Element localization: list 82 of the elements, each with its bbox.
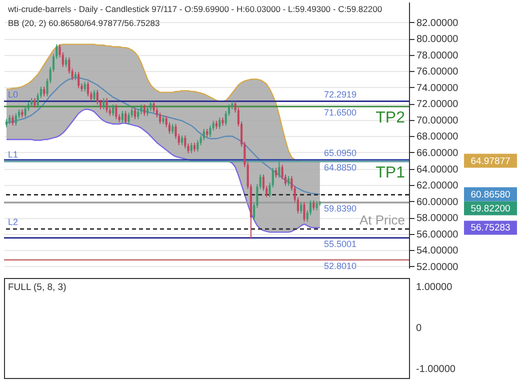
line-series (6, 44, 302, 162)
y-tick-label: 68.00000 (416, 132, 459, 143)
y-tick-label: 54.00000 (416, 246, 459, 257)
candlestick (196, 140, 199, 152)
candlestick (137, 108, 140, 120)
text: 56.75283 (470, 222, 510, 234)
y-tick-label: 52.00000 (416, 262, 459, 273)
y-tick-label: 64.00000 (416, 164, 459, 176)
candlestick (184, 134, 186, 149)
candlestick (180, 134, 184, 146)
candlestick (150, 100, 152, 112)
text: FULL (5, 8, 3) (8, 282, 66, 293)
candlestick (290, 176, 293, 192)
candlestick (115, 104, 118, 120)
candlestick (34, 97, 36, 108)
y-tick-label: 62.00000 (416, 180, 459, 192)
candlestick (212, 120, 214, 132)
ref-line-label: 71.6500 (324, 108, 356, 118)
text: 64.97877 (470, 156, 510, 167)
candlestick (134, 107, 136, 120)
ref-line-label: 72.2919 (324, 89, 356, 100)
candlestick (140, 104, 142, 115)
text: 0 (416, 323, 422, 334)
candlestick (124, 110, 127, 125)
y-tick-label: 82.00000 (416, 18, 459, 29)
candlestick (24, 106, 26, 118)
candlestick (143, 104, 146, 116)
annotation: TP2 (376, 110, 406, 127)
candlestick (274, 167, 278, 178)
annotation: L1 (8, 150, 18, 160)
candlestick (312, 200, 315, 211)
candlestick (300, 202, 302, 214)
candlestick (12, 114, 14, 126)
candlestick (106, 97, 108, 114)
chart-title: wti-crude-barrels - Daily - Candlestick 97/117 - O:59.69900 - H:60.03000 - L:59.49300 - C:59.82200 (7, 4, 382, 14)
candlestick (121, 110, 124, 123)
ref-line-label: 64.8850 (324, 162, 356, 173)
text: 59.82200 (470, 203, 510, 214)
y-tick-label: 56.00000 (416, 229, 459, 240)
y-tick-label: 80.00000 (416, 34, 459, 46)
candlestick (71, 68, 74, 81)
candlestick (288, 176, 290, 186)
ref-line-label: 55.5001 (324, 238, 356, 249)
y-tick-label: 58.00000 (416, 213, 459, 224)
candlestick (209, 125, 212, 138)
candlestick (303, 202, 306, 222)
candlestick (190, 142, 192, 154)
annotation: L2 (8, 216, 18, 227)
candlestick (86, 81, 90, 97)
y-tick-label: 60.00000 (416, 196, 459, 208)
candlestick (93, 89, 96, 102)
y-tick-label: 70.00000 (416, 115, 459, 126)
candlestick (102, 97, 105, 110)
candlestick (112, 104, 114, 116)
candlestick (152, 100, 155, 114)
candlestick (78, 71, 80, 89)
line-series (6, 108, 320, 233)
ref-line-label: 59.8390 (324, 204, 356, 214)
ref-line-label: 52.8010 (324, 260, 356, 271)
text: 60.86580 (470, 189, 510, 200)
y-tick-label: 78.00000 (416, 50, 459, 62)
candlestick (218, 117, 221, 130)
candlestick (278, 160, 280, 178)
candlestick (172, 124, 174, 134)
candlestick (84, 81, 86, 92)
annotation: L0 (8, 89, 18, 100)
candlestick (14, 112, 17, 126)
candlestick (68, 56, 70, 74)
annotation: TP1 (376, 164, 406, 182)
candlestick (65, 56, 68, 68)
candlestick (202, 128, 205, 141)
annotation: At Price (359, 212, 405, 228)
y-tick-label: 72.00000 (416, 99, 459, 110)
y-tick-label: 76.00000 (416, 66, 459, 78)
text: -1.00000 (416, 364, 456, 375)
candlestick (43, 86, 46, 97)
text: BB (20, 2) 60.86580/64.97877/56.75283 (8, 18, 160, 28)
ref-line-label: 65.0950 (324, 148, 356, 158)
candlestick (130, 107, 133, 118)
y-tick-label: 66.00000 (416, 148, 459, 159)
text: 1.00000 (416, 282, 453, 293)
y-tick-label: 74.00000 (416, 82, 459, 94)
